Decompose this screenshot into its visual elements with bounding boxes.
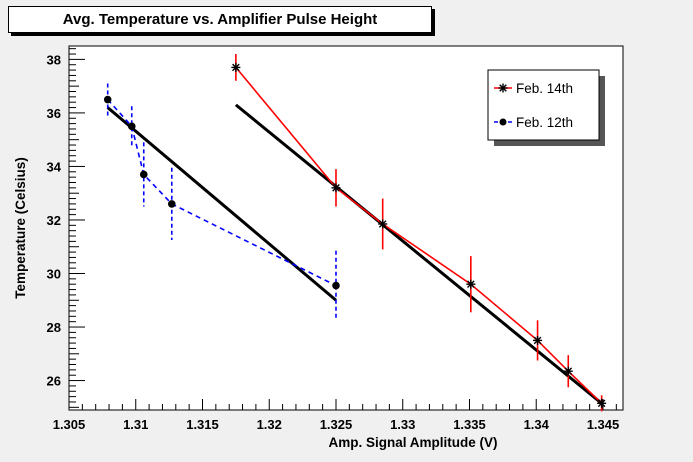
y-tick-labels: 26 28 30 32 34 36 38 bbox=[47, 52, 62, 388]
data-point bbox=[103, 95, 112, 104]
legend-label: Feb. 14th bbox=[516, 81, 573, 96]
x-tick-label: 1.345 bbox=[587, 417, 620, 432]
legend-marker bbox=[499, 118, 507, 126]
x-tick-label: 1.305 bbox=[53, 417, 86, 432]
x-tick-label: 1.325 bbox=[320, 417, 353, 432]
fit-line bbox=[234, 103, 603, 405]
x-tick-labels: 1.305 1.31 1.315 1.32 1.325 1.33 1.335 1.34 1.34… bbox=[53, 417, 620, 432]
marker-star-d2 bbox=[533, 336, 542, 345]
legend-box bbox=[487, 69, 600, 141]
data-point bbox=[167, 200, 176, 208]
legend-item: Feb. 12th bbox=[494, 115, 573, 130]
series-feb-14th bbox=[231, 54, 607, 412]
x-axis-label: Amp. Signal Amplitude (V) bbox=[328, 435, 497, 450]
y-tick-label: 30 bbox=[47, 267, 61, 282]
x-tick-label: 1.315 bbox=[186, 417, 219, 432]
x-tick-label: 1.33 bbox=[390, 417, 415, 432]
y-tick-label: 36 bbox=[47, 106, 61, 121]
marker-star-d2 bbox=[467, 280, 475, 289]
y-tick-label: 34 bbox=[47, 159, 62, 174]
x-tick-label: 1.335 bbox=[453, 417, 486, 432]
legend-item: Feb. 14th bbox=[494, 81, 573, 96]
chart-title: Avg. Temperature vs. Amplifier Pulse Hei… bbox=[8, 6, 432, 33]
legend-label: Feb. 12th bbox=[516, 115, 573, 130]
x-tick-label: 1.34 bbox=[524, 417, 550, 432]
fit-lines bbox=[106, 103, 603, 405]
data-point bbox=[332, 281, 340, 290]
x-tick-label: 1.32 bbox=[257, 417, 282, 432]
axis-ticks bbox=[68, 48, 617, 410]
y-axis-label: Temperature (Celsius) bbox=[13, 157, 28, 299]
data-point bbox=[127, 122, 136, 131]
y-tick-label: 26 bbox=[47, 374, 61, 389]
y-tick-label: 28 bbox=[47, 320, 61, 335]
series-layer bbox=[103, 54, 607, 412]
marker-star-d2 bbox=[597, 399, 606, 408]
x-tick-label: 1.31 bbox=[123, 417, 148, 432]
series-feb-12th bbox=[103, 83, 340, 321]
fit-line bbox=[106, 106, 337, 302]
marker-star-d2 bbox=[378, 220, 387, 228]
marker-star-d2 bbox=[332, 184, 340, 192]
y-tick-label: 38 bbox=[47, 52, 61, 67]
marker-star-d2 bbox=[232, 63, 240, 72]
marker-star-d2 bbox=[499, 84, 507, 92]
legend: Feb. 14th Feb. 12th bbox=[487, 69, 605, 146]
data-point bbox=[139, 170, 148, 179]
marker-star-d2 bbox=[564, 367, 573, 375]
y-tick-label: 32 bbox=[47, 213, 61, 228]
